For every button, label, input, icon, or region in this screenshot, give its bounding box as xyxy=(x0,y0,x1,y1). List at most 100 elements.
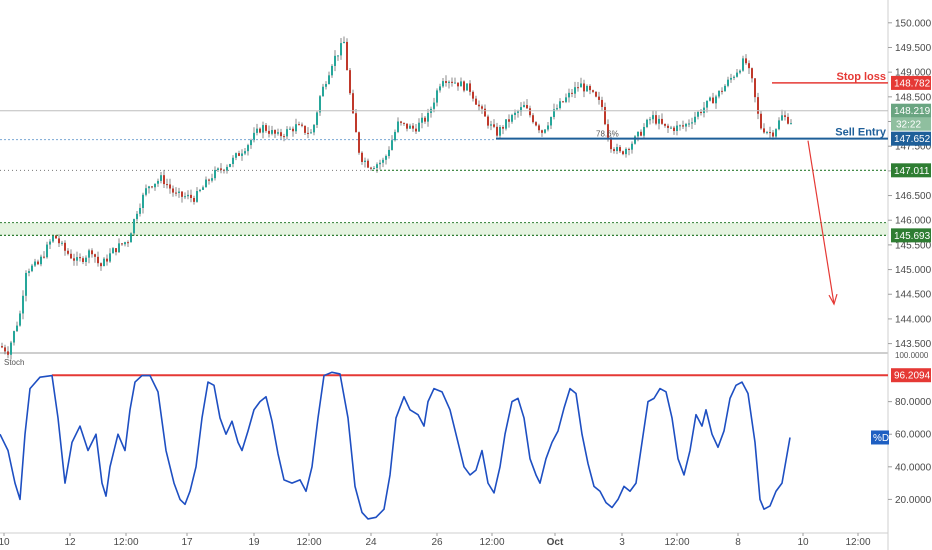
candle-body xyxy=(439,86,441,91)
candle-body xyxy=(508,119,510,122)
time-tick-label: 12:00 xyxy=(113,537,138,548)
candle-body xyxy=(772,132,774,137)
candle-body xyxy=(433,102,435,109)
candle-body xyxy=(715,96,717,104)
candle-body xyxy=(112,248,114,254)
candle-body xyxy=(298,124,300,126)
candle-body xyxy=(184,196,186,198)
candle-body xyxy=(19,313,21,326)
candle-body xyxy=(478,104,480,107)
candle-body xyxy=(37,261,39,265)
candle-body xyxy=(658,118,660,124)
candle-body xyxy=(604,106,606,125)
candle-body xyxy=(601,99,603,107)
candle-body xyxy=(412,125,414,129)
candle-body xyxy=(730,77,732,80)
candle-body xyxy=(181,191,183,197)
candle-body xyxy=(334,55,336,66)
candle-body xyxy=(397,121,399,132)
candle-body xyxy=(709,97,711,101)
candle-body xyxy=(229,163,231,167)
candle-body xyxy=(694,116,696,123)
stoch-tick-label: 40.0000 xyxy=(895,462,932,473)
candle-body xyxy=(613,149,615,152)
stoch-series-badge-bg xyxy=(871,430,889,445)
support-145-badge-text: 145.693 xyxy=(894,231,931,242)
candle-body xyxy=(598,96,600,100)
candle-body xyxy=(532,115,534,123)
candle-body xyxy=(103,258,105,267)
candle-body xyxy=(289,128,291,130)
candle-body xyxy=(640,131,642,136)
candle-body xyxy=(262,125,264,133)
price-tick-label: 145.500 xyxy=(895,240,932,251)
stoch-tick-label: 80.0000 xyxy=(895,397,932,408)
candle-body xyxy=(226,166,228,171)
candle-body xyxy=(553,109,555,118)
candle-body xyxy=(34,261,36,266)
candle-body xyxy=(337,55,339,57)
candle-body xyxy=(646,119,648,127)
candle-body xyxy=(241,153,243,156)
candle-body xyxy=(394,131,396,141)
candle-body xyxy=(280,132,282,137)
candle-body xyxy=(661,118,663,124)
candle-body xyxy=(346,41,348,71)
candle-body xyxy=(136,213,138,220)
time-tick-label: 12:00 xyxy=(845,537,870,548)
candle-body xyxy=(127,242,129,244)
candle-body xyxy=(607,124,609,138)
time-tick-label: Oct xyxy=(547,537,564,548)
candle-body xyxy=(139,207,141,214)
forecast-arrow-head xyxy=(828,293,838,306)
candle-body xyxy=(466,83,468,91)
stoch-title: Stoch xyxy=(4,358,24,367)
stoch-top-label: 100.0000 xyxy=(895,351,929,360)
candle-body xyxy=(778,120,780,130)
forecast-arrow-shaft xyxy=(807,140,835,305)
candle-body xyxy=(106,258,108,262)
candle-body xyxy=(352,93,354,114)
candle-body xyxy=(493,124,495,127)
candle-body xyxy=(520,107,522,112)
candle-body xyxy=(580,83,582,88)
candle-body xyxy=(322,86,324,97)
candle-body xyxy=(274,130,276,134)
candle-body xyxy=(682,125,684,127)
candle-body xyxy=(718,90,720,97)
candle-body xyxy=(529,108,531,116)
candle-body xyxy=(628,148,630,150)
candle-body xyxy=(583,83,585,92)
candle-body xyxy=(154,183,156,188)
candle-body xyxy=(574,87,576,94)
candle-body xyxy=(595,91,597,97)
candle-body xyxy=(304,125,306,133)
candle-body xyxy=(16,325,18,332)
candle-body xyxy=(64,242,66,251)
candle-body xyxy=(220,168,222,170)
candle-body xyxy=(691,122,693,124)
stoch-level-badge-text: 96.2094 xyxy=(894,371,931,382)
candle-body xyxy=(100,263,102,267)
candle-body xyxy=(454,82,456,84)
candle-body xyxy=(517,111,519,113)
time-tick-label: 10 xyxy=(797,537,809,548)
candle-body xyxy=(670,127,672,129)
candle-body xyxy=(187,194,189,197)
candle-body xyxy=(502,126,504,129)
candle-body xyxy=(631,143,633,150)
candle-body xyxy=(232,157,234,164)
candle-body xyxy=(313,124,315,133)
candle-body xyxy=(415,128,417,132)
candle-body xyxy=(781,115,783,121)
current-price-badge-bg xyxy=(891,103,931,118)
candle-body xyxy=(499,126,501,136)
candle-body xyxy=(343,41,345,44)
candle-body xyxy=(364,160,366,162)
candle-body xyxy=(217,168,219,170)
candle-body xyxy=(76,257,78,261)
candle-body xyxy=(367,160,369,168)
candle-body xyxy=(769,132,771,134)
candle-body xyxy=(541,130,543,133)
